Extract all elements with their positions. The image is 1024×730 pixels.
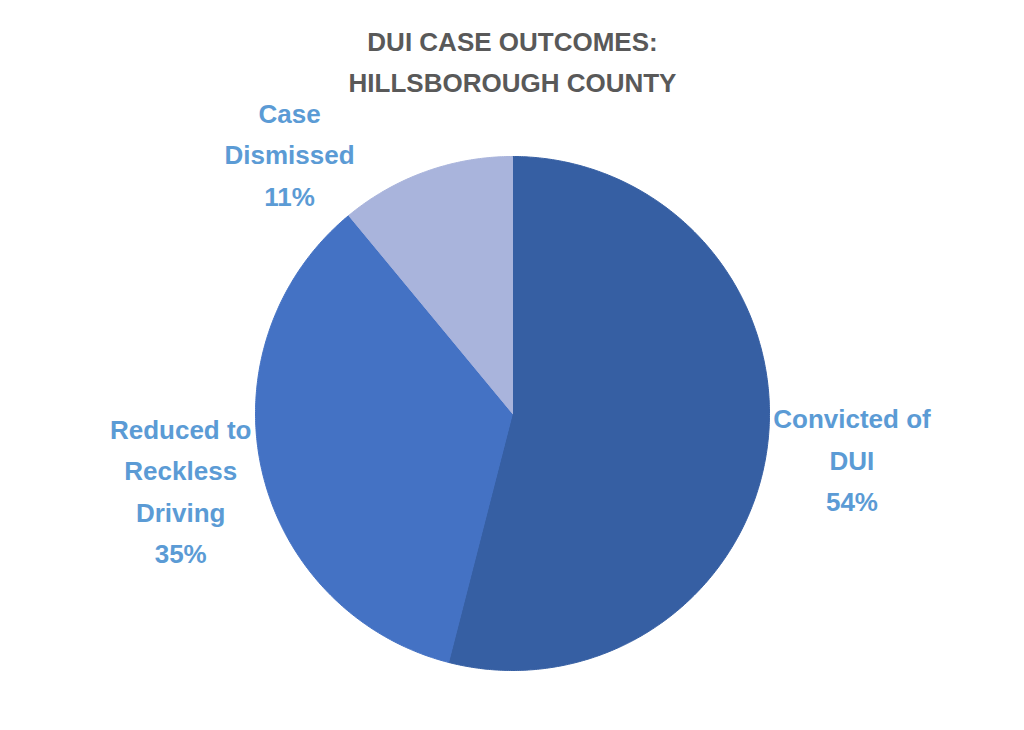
svg-text:CaseDismissed11%: CaseDismissed11%: [225, 99, 355, 212]
svg-text:Reduced toRecklessDriving35%: Reduced toRecklessDriving35%: [110, 415, 252, 570]
svg-text:DUI CASE OUTCOMES:HILLSBOROUGH: DUI CASE OUTCOMES:HILLSBOROUGH COUNTY: [349, 27, 677, 97]
svg-text:Convicted ofDUI54%: Convicted ofDUI54%: [773, 404, 931, 517]
